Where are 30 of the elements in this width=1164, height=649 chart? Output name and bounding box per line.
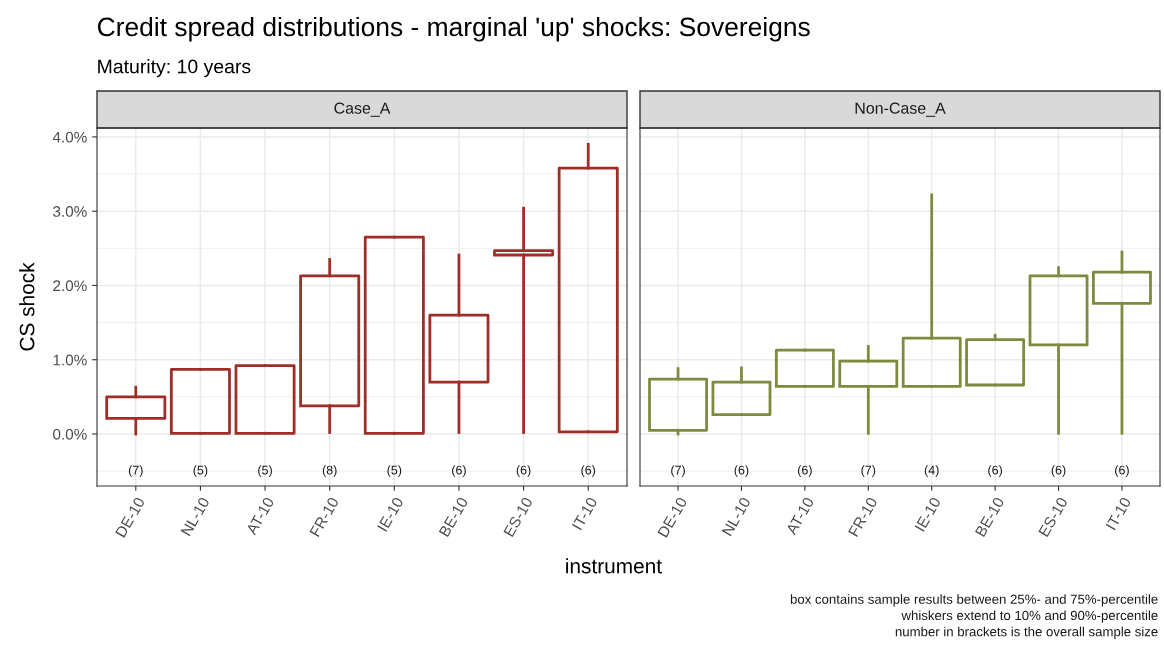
annotation: (7) xyxy=(671,465,685,477)
annotation: (7) xyxy=(861,465,876,477)
annotation: (6) xyxy=(798,465,812,477)
text: box contains sample results between 25%- and 75%-percentile xyxy=(790,594,1158,607)
annotation: (5) xyxy=(258,465,272,477)
annotation: (5) xyxy=(387,465,402,477)
annotation: (6) xyxy=(1051,465,1066,477)
annotation: (6) xyxy=(734,465,749,477)
x-axis-title: instrument xyxy=(566,558,662,574)
text: Credit spread distributions - marginal 'up' shocks: Sovereigns xyxy=(97,16,810,42)
annotation: (7) xyxy=(128,465,143,477)
y-tick-label: 4.0% xyxy=(52,131,87,143)
y-axis-title: CS shock xyxy=(19,262,35,351)
y-tick-label: 2.0% xyxy=(53,280,87,292)
annotation: (6) xyxy=(452,465,466,477)
chart-subtitle: Maturity: 10 years xyxy=(98,59,251,78)
annotation: (6) xyxy=(516,465,531,477)
text: number in brackets is the overall sample size xyxy=(895,626,1158,639)
annotation: (8) xyxy=(322,465,337,477)
annotation: (5) xyxy=(193,465,208,477)
y-tick-label: 0.0% xyxy=(53,428,87,440)
chart-title: Case_A xyxy=(334,102,391,117)
annotation: (4) xyxy=(924,465,939,477)
chart-title: Non-Case_A xyxy=(855,102,946,117)
y-tick-label: 1.0% xyxy=(53,354,87,366)
annotation: (6) xyxy=(988,465,1002,477)
annotation: (6) xyxy=(581,465,596,477)
y-tick-label: 3.0% xyxy=(53,206,87,217)
annotation: (6) xyxy=(1115,465,1129,477)
text: whiskers extend to 10% and 90%-percentile xyxy=(901,610,1158,623)
